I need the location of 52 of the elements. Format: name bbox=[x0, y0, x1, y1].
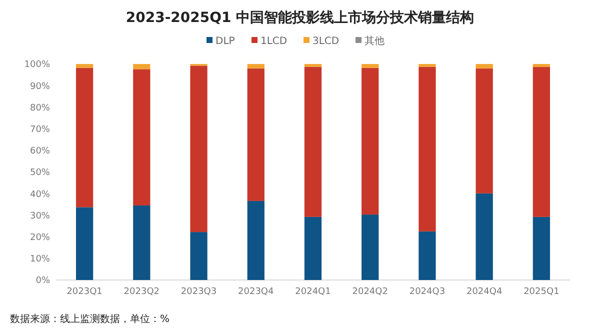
y-tick-label: 100% bbox=[24, 60, 50, 70]
bar bbox=[304, 216, 322, 280]
bar bbox=[304, 64, 322, 67]
chart-title: 2023-2025Q1 中国智能投影线上市场分技术销量结构 bbox=[126, 9, 474, 26]
bar bbox=[76, 64, 94, 68]
x-tick-label: 2024Q2 bbox=[352, 287, 388, 297]
bar bbox=[133, 64, 150, 70]
bar bbox=[190, 232, 208, 280]
bar bbox=[190, 66, 208, 232]
bar bbox=[476, 68, 493, 194]
bar bbox=[304, 66, 322, 217]
bar bbox=[532, 64, 550, 68]
x-tick-label: 2024Q3 bbox=[409, 287, 446, 297]
bar bbox=[418, 66, 436, 232]
bar bbox=[418, 64, 436, 67]
x-tick-label: 2023Q2 bbox=[124, 287, 160, 297]
y-tick-label: 60% bbox=[30, 146, 50, 157]
y-tick-label: 80% bbox=[30, 103, 50, 114]
legend-label: 1LCD bbox=[260, 36, 288, 47]
bar bbox=[476, 64, 493, 69]
legend-label: 3LCD bbox=[312, 36, 340, 47]
bar bbox=[76, 68, 94, 208]
y-tick-label: 0% bbox=[36, 276, 50, 286]
y-tick-label: 40% bbox=[30, 190, 50, 200]
x-tick-label: 2023Q1 bbox=[66, 287, 102, 297]
bar bbox=[532, 67, 550, 217]
x-tick-label: 2024Q1 bbox=[295, 287, 331, 297]
x-tick-label: 2023Q4 bbox=[238, 287, 274, 297]
y-tick-label: 50% bbox=[30, 168, 50, 178]
bar bbox=[247, 64, 264, 69]
bar bbox=[133, 69, 150, 206]
bar bbox=[247, 68, 264, 201]
y-tick-label: 70% bbox=[30, 124, 50, 135]
bar bbox=[247, 200, 264, 280]
bar bbox=[418, 231, 436, 280]
bar bbox=[362, 214, 379, 280]
x-tick-label: 2025Q1 bbox=[524, 287, 560, 297]
bar bbox=[76, 207, 94, 280]
x-tick-label: 2023Q3 bbox=[180, 287, 217, 297]
legend-label: DLP bbox=[216, 36, 235, 47]
bar bbox=[362, 64, 379, 68]
bar bbox=[362, 68, 379, 215]
y-tick-label: 30% bbox=[30, 211, 50, 222]
bar bbox=[476, 193, 493, 280]
source-note: 数据来源：线上监测数据，单位：% bbox=[10, 313, 170, 325]
legend-label: 其他 bbox=[364, 35, 384, 47]
bar bbox=[532, 216, 550, 280]
y-tick-label: 90% bbox=[30, 82, 50, 92]
y-tick-label: 20% bbox=[30, 232, 50, 243]
y-tick-label: 10% bbox=[30, 254, 50, 265]
bar bbox=[133, 205, 150, 280]
x-tick-label: 2024Q4 bbox=[466, 287, 502, 297]
